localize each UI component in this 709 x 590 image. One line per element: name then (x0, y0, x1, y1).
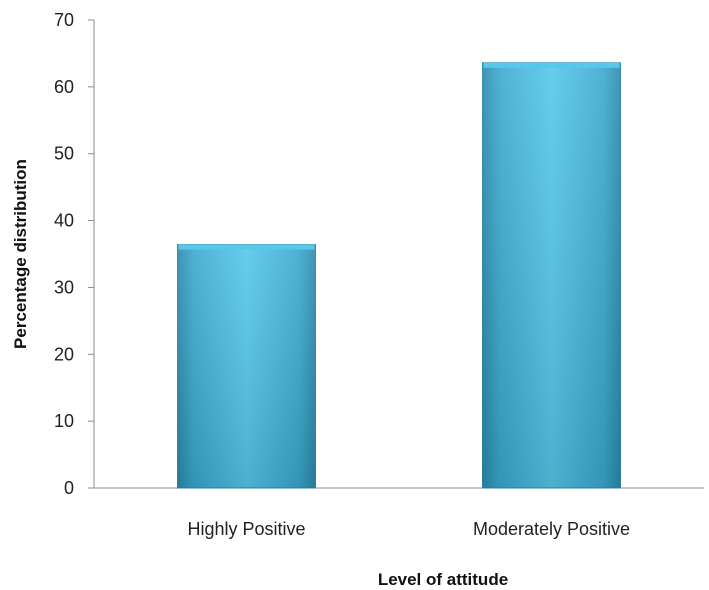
x-category-label: Highly Positive (187, 519, 305, 539)
x-category-label: Moderately Positive (473, 519, 630, 539)
bar-top-highlight (178, 244, 315, 250)
y-tick-label: 60 (54, 77, 74, 97)
y-tick-label: 70 (54, 10, 74, 30)
x-axis: Highly Positive Moderately Positive (88, 487, 704, 539)
bar-shade (177, 244, 316, 488)
y-axis-title: Percentage distribution (11, 159, 30, 349)
y-axis: 0 10 20 30 40 50 60 70 (54, 10, 95, 498)
y-tick-label: 0 (64, 478, 74, 498)
y-tick-label: 40 (54, 211, 74, 231)
x-axis-title: Level of attitude (378, 570, 508, 589)
y-tick-label: 10 (54, 411, 74, 431)
y-tick-label: 20 (54, 344, 74, 364)
bar-shade (482, 62, 621, 488)
bars-group (177, 62, 621, 489)
y-tick-label: 50 (54, 144, 74, 164)
bar-top-highlight (483, 62, 620, 68)
y-tick-label: 30 (54, 277, 74, 297)
